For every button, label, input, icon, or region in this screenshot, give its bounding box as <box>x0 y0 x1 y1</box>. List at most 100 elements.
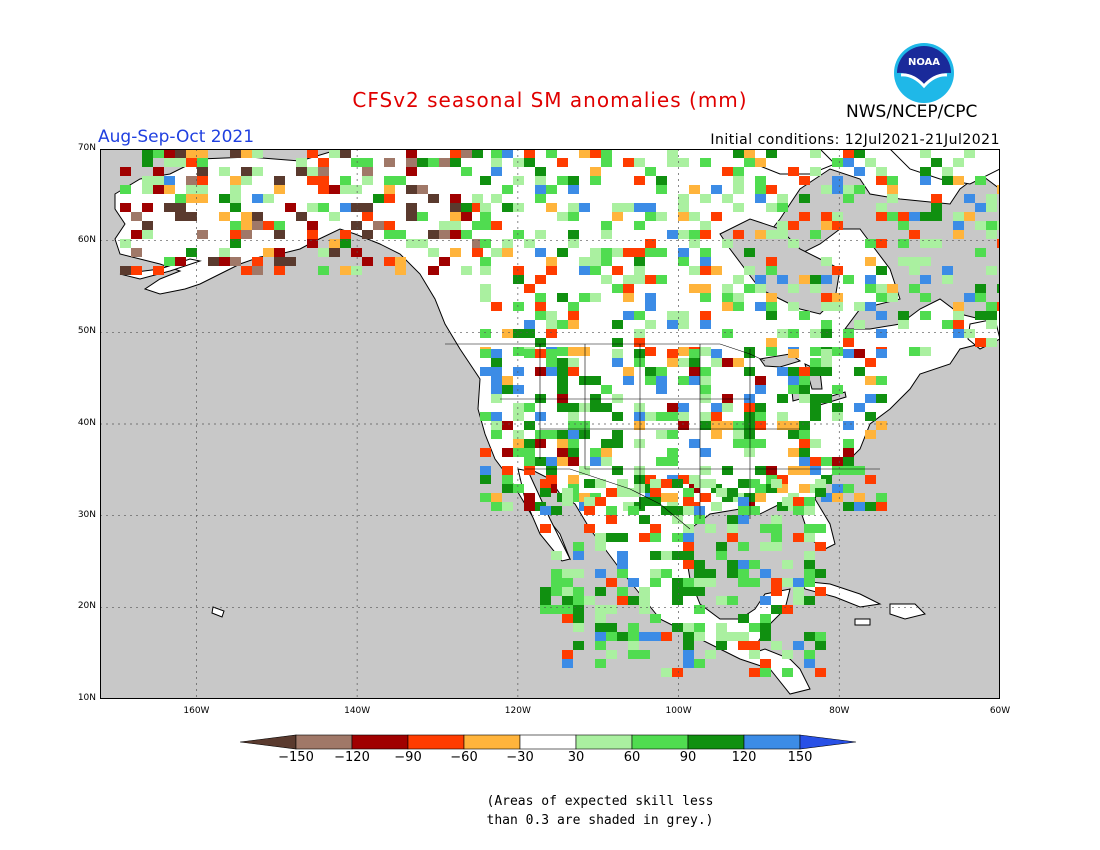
anomaly-cell <box>744 367 755 376</box>
anomaly-cell <box>821 302 832 311</box>
anomaly-cell <box>562 596 573 605</box>
anomaly-cell <box>678 475 689 484</box>
anomaly-cell <box>799 376 810 385</box>
anomaly-cell <box>551 605 562 614</box>
anomaly-cell <box>788 349 799 358</box>
anomaly-cell <box>749 623 760 632</box>
anomaly-cell <box>595 614 606 623</box>
y-tick-label: 60N <box>77 234 96 245</box>
anomaly-cell <box>318 158 329 167</box>
anomaly-cell <box>601 448 612 457</box>
anomaly-cell <box>535 457 546 466</box>
anomaly-cell <box>749 578 760 587</box>
anomaly-cell <box>623 376 634 385</box>
anomaly-cell <box>760 632 771 641</box>
anomaly-cell <box>491 302 502 311</box>
colorbar-label: 60 <box>623 750 641 765</box>
anomaly-cell <box>804 506 815 515</box>
anomaly-cell <box>601 385 612 394</box>
anomaly-cell <box>274 257 285 266</box>
anomaly-cell <box>568 367 579 376</box>
anomaly-cell <box>645 203 656 212</box>
anomaly-cell <box>876 394 887 403</box>
anomaly-cell <box>832 385 843 394</box>
anomaly-cell <box>590 176 601 185</box>
anomaly-cell <box>551 551 562 560</box>
anomaly-cell <box>744 430 755 439</box>
anomaly-cell <box>854 466 865 475</box>
anomaly-cell <box>491 421 502 430</box>
anomaly-cell <box>634 403 645 412</box>
anomaly-cell <box>623 311 634 320</box>
anomaly-cell <box>524 502 535 511</box>
anomaly-cell <box>318 185 329 194</box>
anomaly-cell <box>766 293 777 302</box>
anomaly-cell <box>557 439 568 448</box>
anomaly-cell <box>595 497 606 506</box>
anomaly-cell <box>645 167 656 176</box>
anomaly-cell <box>584 479 595 488</box>
colorbar-label: 30 <box>567 750 585 765</box>
anomaly-cell <box>782 650 793 659</box>
anomaly-cell <box>777 412 788 421</box>
anomaly-cell <box>821 349 832 358</box>
anomaly-cell <box>760 524 771 533</box>
anomaly-cell <box>524 439 535 448</box>
anomaly-cell <box>887 194 898 203</box>
forecast-period: Aug-Sep-Oct 2021 <box>98 127 255 147</box>
anomaly-cell <box>535 412 546 421</box>
anomaly-cell <box>771 515 782 524</box>
anomaly-cell <box>562 569 573 578</box>
anomaly-cell <box>804 497 815 506</box>
anomaly-cell <box>535 430 546 439</box>
anomaly-cell <box>568 311 579 320</box>
anomaly-cell <box>815 587 826 596</box>
anomaly-cell <box>296 212 307 221</box>
anomaly-cell <box>612 349 623 358</box>
anomaly-cell <box>595 623 606 632</box>
anomaly-cell <box>942 320 953 329</box>
anomaly-cell <box>540 488 551 497</box>
anomaly-cell <box>804 650 815 659</box>
anomaly-cell <box>667 320 678 329</box>
agency-label: NWS/NCEP/CPC <box>846 102 978 122</box>
colorbar-segment <box>351 734 409 750</box>
anomaly-cell <box>876 329 887 338</box>
anomaly-cell <box>252 167 263 176</box>
anomaly-cell <box>557 158 568 167</box>
anomaly-cell <box>590 266 601 275</box>
anomaly-cell <box>909 284 920 293</box>
anomaly-cell <box>650 479 661 488</box>
anomaly-cell <box>535 176 546 185</box>
anomaly-cell <box>535 194 546 203</box>
anomaly-cell <box>821 212 832 221</box>
hispaniola <box>889 603 926 620</box>
anomaly-cell <box>562 614 573 623</box>
anomaly-cell <box>230 239 241 248</box>
anomaly-cell <box>562 578 573 587</box>
anomaly-cell <box>362 203 373 212</box>
anomaly-cell <box>491 376 502 385</box>
anomaly-cell <box>612 466 623 475</box>
colorbar-segment <box>519 734 577 750</box>
anomaly-cell <box>612 320 623 329</box>
anomaly-cell <box>700 257 711 266</box>
anomaly-cell <box>186 212 197 221</box>
anomaly-cell <box>639 515 650 524</box>
anomaly-cell <box>876 311 887 320</box>
anomaly-cell <box>557 367 568 376</box>
anomaly-cell <box>854 493 865 502</box>
colorbar-segment <box>687 734 745 750</box>
anomaly-cell <box>606 650 617 659</box>
anomaly-cell <box>744 493 755 502</box>
anomaly-cell <box>546 367 557 376</box>
anomaly-cell <box>810 457 821 466</box>
anomaly-cell <box>219 212 230 221</box>
anomaly-cell <box>639 605 650 614</box>
anomaly-cell <box>667 412 678 421</box>
anomaly-cell <box>573 551 584 560</box>
anomaly-cell <box>799 212 810 221</box>
anomaly-cell <box>986 221 997 230</box>
anomaly-cell <box>733 203 744 212</box>
y-tick-label: 50N <box>77 326 96 337</box>
